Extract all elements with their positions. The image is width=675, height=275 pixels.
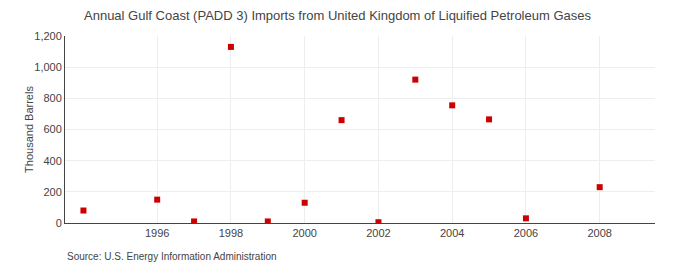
svg-text:2002: 2002 (366, 227, 390, 239)
svg-text:2006: 2006 (514, 227, 538, 239)
svg-text:1,200: 1,200 (34, 30, 62, 42)
svg-text:2008: 2008 (587, 227, 611, 239)
svg-text:Thousand Barrels: Thousand Barrels (23, 86, 35, 173)
svg-text:1996: 1996 (145, 227, 169, 239)
svg-text:2004: 2004 (440, 227, 464, 239)
svg-text:600: 600 (43, 123, 61, 135)
svg-text:200: 200 (43, 186, 61, 198)
svg-text:Source: U.S. Energy Informatio: Source: U.S. Energy Information Administ… (67, 251, 277, 262)
svg-text:800: 800 (43, 92, 61, 104)
svg-text:1998: 1998 (219, 227, 243, 239)
svg-text:2000: 2000 (292, 227, 316, 239)
svg-text:1,000: 1,000 (34, 61, 62, 73)
svg-text:400: 400 (43, 155, 61, 167)
svg-text:Annual Gulf Coast (PADD 3) Imp: Annual Gulf Coast (PADD 3) Imports from … (84, 8, 591, 23)
svg-text:0: 0 (56, 217, 62, 229)
